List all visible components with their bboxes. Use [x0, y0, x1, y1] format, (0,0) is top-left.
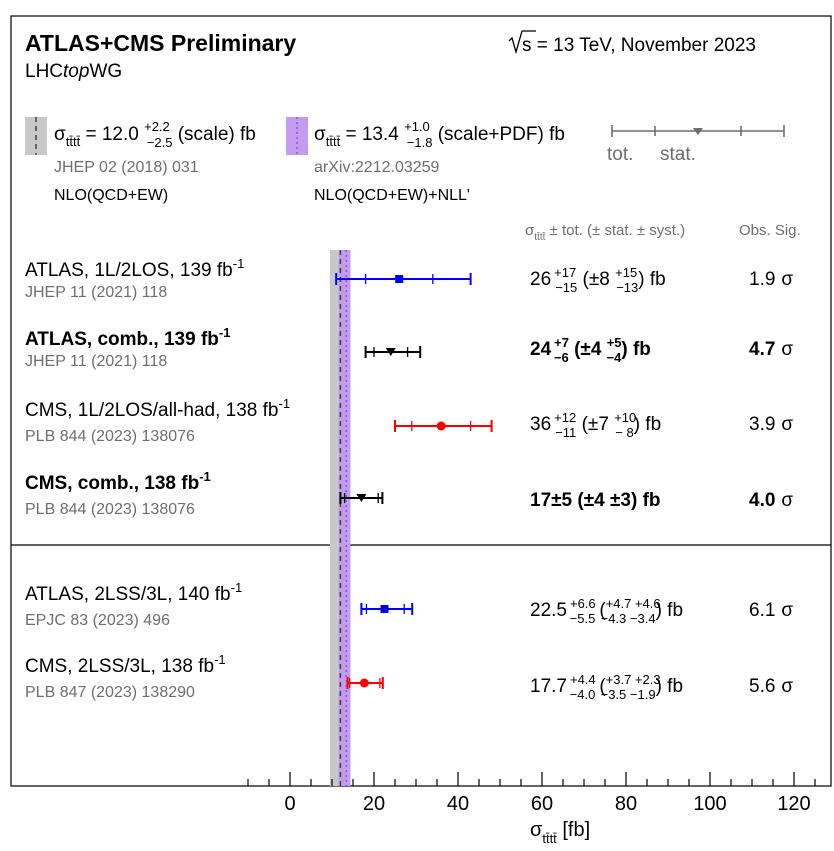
prediction-nlo-ref: JHEP 02 (2018) 031 [54, 159, 199, 176]
measurement-point-4 [360, 603, 414, 615]
row-ref: EPJC 83 (2023) 496 [25, 612, 170, 629]
row-obs-sig: 5.6 σ [749, 676, 793, 697]
x-tick-label: 120 [777, 793, 810, 815]
measurement-point-1 [364, 346, 422, 358]
prediction-nlo-order: NLO(QCD+EW) [54, 187, 168, 204]
column-header-obs-sig: Obs. Sig. [739, 222, 801, 239]
legend-stat-label: stat. [660, 144, 696, 165]
x-tick-label: 100 [693, 793, 726, 815]
sqrt-symbol [508, 30, 536, 55]
x-axis: 0 20 40 60 80 100 120 [247, 772, 816, 815]
row-label: CMS, comb., 138 fb-1 [25, 469, 211, 494]
row-result: 26 +17 −15 (±8 +15 −13) fb [530, 265, 666, 295]
legend-tot-label: tot. [607, 144, 633, 165]
row-ref: PLB 844 (2023) 138076 [25, 428, 195, 445]
triangle-marker [356, 494, 367, 502]
prediction-nll-order: NLO(QCD+EW)+NLL' [314, 187, 470, 204]
circle-marker [436, 421, 446, 431]
legend-marker-icon [693, 128, 703, 135]
row-0: ATLAS, 1L/2LOS, 139 fb-1 JHEP 11 (2021) … [25, 256, 793, 301]
square-marker [395, 275, 404, 283]
x-tick-label: 0 [284, 793, 295, 815]
circle-marker [359, 678, 369, 688]
row-obs-sig: 1.9 σ [749, 269, 793, 290]
row-obs-sig: 6.1 σ [749, 600, 793, 621]
measurement-point-0 [335, 273, 472, 285]
x-tick-label: 40 [447, 793, 469, 815]
row-label: ATLAS, 1L/2LOS, 139 fb-1 [25, 256, 244, 281]
row-ref: JHEP 11 (2021) 118 [25, 353, 167, 370]
row-result: 24 +7 −6 (±4 +5 −4) fb [530, 335, 651, 365]
row-label: CMS, 2LSS/3L, 138 fb-1 [25, 652, 226, 677]
row-result: 22.5 +6.6 −5.5 (+4.7 +4.6 −4.3 −3.4) fb [530, 596, 683, 626]
row-2: CMS, 1L/2LOS/all-had, 138 fb-1 PLB 844 (… [25, 396, 793, 445]
chart-title: ATLAS+CMS Preliminary [25, 30, 296, 56]
x-tick-label: 20 [363, 793, 385, 815]
row-4: ATLAS, 2LSS/3L, 140 fb-1 EPJC 83 (2023) … [25, 580, 793, 629]
row-ref: PLB 844 (2023) 138076 [25, 501, 195, 518]
row-result: 36 +12 −11 (±7 +10− 8) fb [530, 410, 661, 440]
x-tick-label: 60 [531, 793, 553, 815]
working-group-label: LHCtopWG [25, 61, 122, 82]
row-obs-sig: 3.9 σ [749, 414, 793, 435]
row-label: ATLAS, 2LSS/3L, 140 fb-1 [25, 580, 242, 605]
prediction-nlo-value: σtt̄tt̄ = 12.0 +2.2 −2.5 (scale) fb [54, 119, 256, 150]
row-label: CMS, 1L/2LOS/all-had, 138 fb-1 [25, 396, 290, 421]
measurement-marks [335, 273, 493, 689]
row-result: 17±5 (±4 ±3) fb [530, 490, 661, 511]
legend-swatch-nll [286, 117, 308, 155]
plot-frame [10, 15, 832, 787]
row-5: CMS, 2LSS/3L, 138 fb-1 PLB 847 (2023) 13… [25, 652, 793, 702]
energy-label: s = 13 TeV, November 2023 [522, 35, 756, 56]
x-axis-title: σtt̄tt̄ [fb] [530, 819, 590, 846]
row-ref: PLB 847 (2023) 138290 [25, 684, 195, 701]
prediction-nll-value: σtt̄tt̄ = 13.4 +1.0 −1.8 (scale+PDF) fb [314, 119, 565, 150]
x-tick-label: 80 [615, 793, 637, 815]
row-result: 17.7 +4.4 −4.0 (+3.7 +2.3 −3.5 −1.9) fb [530, 672, 683, 702]
row-ref: JHEP 11 (2021) 118 [25, 284, 167, 301]
row-obs-sig: 4.0 σ [749, 490, 793, 511]
row-obs-sig: 4.7 σ [749, 339, 793, 360]
row-label: ATLAS, comb., 139 fb-1 [25, 325, 230, 350]
measurement-point-3 [339, 492, 384, 504]
row-3: CMS, comb., 138 fb-1 PLB 844 (2023) 1380… [25, 469, 793, 518]
measurement-point-2 [394, 420, 493, 432]
square-marker [380, 605, 389, 613]
triangle-marker [385, 348, 396, 356]
measurement-point-5 [346, 677, 384, 689]
prediction-nll-ref: arXiv:2212.03259 [314, 159, 440, 176]
column-header-result: σtt̄tt̄ ± tot. (± stat. ± syst.) [525, 222, 685, 243]
row-1: ATLAS, comb., 139 fb-1 JHEP 11 (2021) 11… [25, 325, 793, 370]
prediction-band-nll [338, 250, 351, 786]
